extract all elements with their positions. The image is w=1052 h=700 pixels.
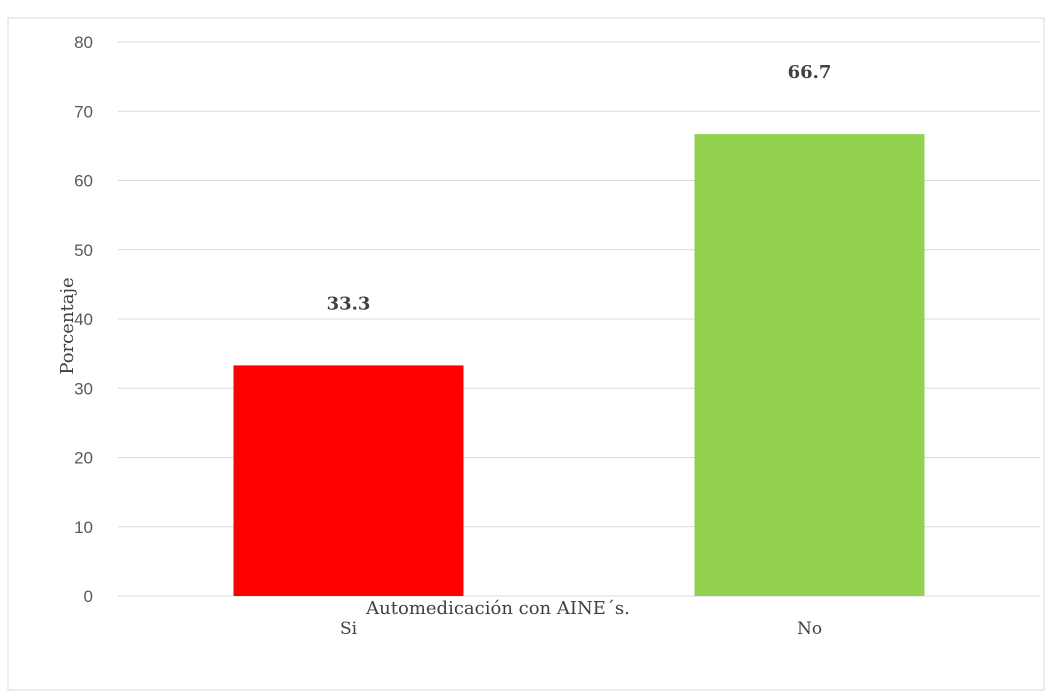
bars	[233, 134, 925, 597]
category-label-si: Si	[340, 619, 358, 639]
y-tick-label: 40	[74, 310, 93, 329]
category-labels: Si No	[340, 619, 822, 639]
y-tick-label: 80	[74, 33, 93, 52]
data-label-no: 66.7	[788, 62, 832, 83]
y-axis-title: Porcentaje	[57, 277, 78, 374]
y-tick-label: 10	[74, 518, 93, 537]
data-label-si: 33.3	[327, 293, 371, 314]
x-axis-title: Automedicación con AINE´s.	[365, 598, 630, 619]
y-tick-label: 30	[74, 379, 93, 398]
y-axis-ticks: 0 10 20 30 40 50 60 70 80	[74, 33, 93, 606]
y-tick-label: 70	[74, 102, 93, 121]
y-tick-label: 20	[74, 449, 93, 468]
bar-si	[233, 365, 464, 596]
bar-no	[694, 134, 925, 597]
y-tick-label: 50	[74, 241, 93, 260]
category-label-no: No	[797, 619, 822, 639]
y-tick-label: 0	[84, 587, 93, 606]
y-tick-label: 60	[74, 172, 93, 191]
data-labels: 33.3 66.7	[327, 62, 832, 314]
